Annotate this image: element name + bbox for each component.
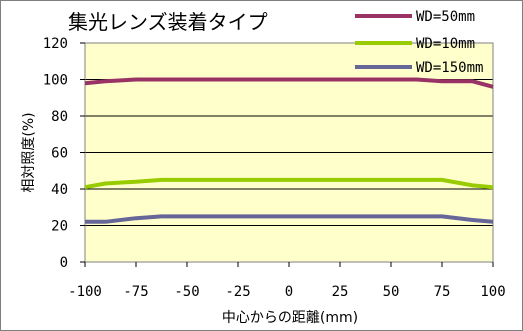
series-line-3: [85, 214, 494, 224]
series-line-1: [84, 77, 494, 89]
x-tick-label: 75: [434, 284, 451, 300]
y-tick-label: 40: [51, 182, 68, 198]
legend-label-1: WD=50mm: [416, 9, 475, 25]
legend-label-3: WD=150mm: [416, 60, 483, 76]
x-tick-label: 50: [383, 284, 400, 300]
y-tick-label: 80: [51, 109, 68, 125]
x-tick-label: 100: [480, 284, 505, 300]
y-axis-label: 相対照度(%): [21, 112, 37, 192]
legend: WD=50mm WD=10mm WD=150mm: [355, 9, 483, 76]
x-axis-ticks: -100 -75 -50 -25 0 25 50 75 100: [68, 262, 506, 300]
y-tick-label: 0: [60, 255, 68, 271]
y-tick-label: 100: [43, 73, 68, 89]
x-tick-label: 25: [332, 284, 349, 300]
chart-title: 集光レンズ装着タイプ: [68, 10, 268, 34]
series-lines: [84, 77, 494, 224]
x-tick-label: -50: [174, 284, 199, 300]
legend-label-2: WD=10mm: [416, 36, 475, 52]
y-tick-label: 20: [51, 219, 68, 235]
x-tick-label: -25: [225, 284, 250, 300]
x-tick-label: -75: [123, 284, 148, 300]
series-line-2: [84, 177, 494, 190]
y-tick-label: 120: [43, 36, 68, 52]
x-tick-label: 0: [285, 284, 293, 300]
y-axis-ticks: 0 20 40 60 80 100 120: [43, 36, 85, 271]
x-axis-label: 中心からの距離(mm): [222, 309, 358, 326]
y-tick-label: 60: [51, 146, 68, 162]
x-tick-label: -100: [68, 284, 102, 300]
